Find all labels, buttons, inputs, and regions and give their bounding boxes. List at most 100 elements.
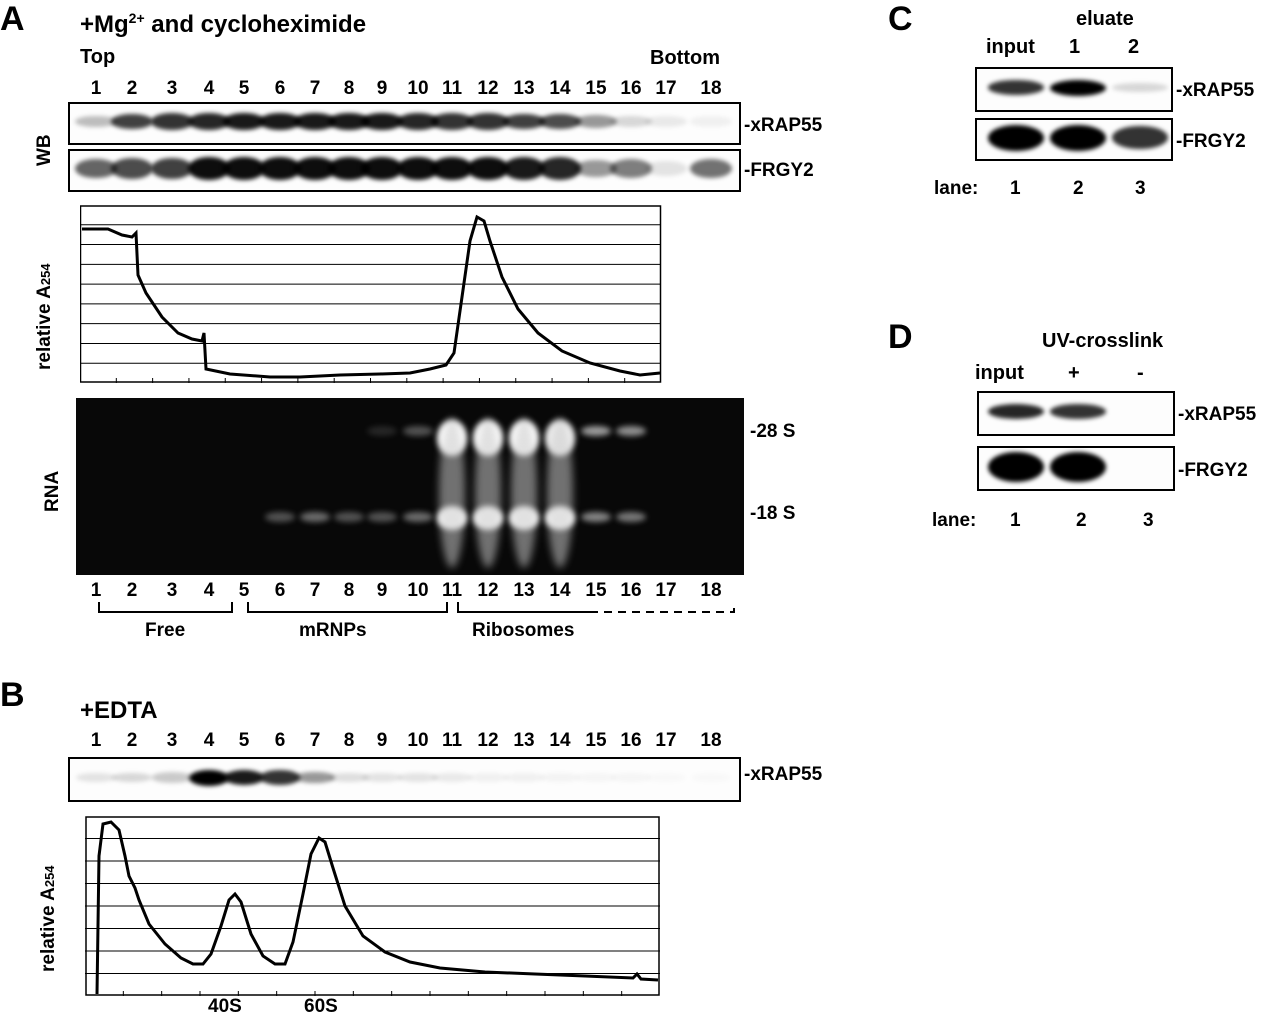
lane-d-3: 3 xyxy=(1143,510,1154,531)
profile-ticks-a xyxy=(115,378,626,383)
band-xrap55-c xyxy=(1112,82,1168,93)
rna-band-18s xyxy=(616,512,646,522)
band-xrap55 xyxy=(539,113,581,130)
band-xrap55-edta xyxy=(260,770,300,785)
band-xrap55-edta xyxy=(112,772,152,783)
band-frgy2 xyxy=(188,156,230,181)
lane-number: 3 xyxy=(166,78,178,99)
lane-d-1: 1 xyxy=(1010,510,1021,531)
rna-band-28s xyxy=(367,426,397,436)
lane-numbers-top-a: 1 2 3 4 5 6 7 8 9 10 11 12 13 14 15 16 17 18 xyxy=(0,78,760,102)
edta-blot-xrap55 xyxy=(68,757,741,802)
lane-number: 7 xyxy=(309,580,321,601)
lane-number: 13 xyxy=(513,730,535,751)
band-frgy2 xyxy=(111,158,153,179)
rna-smear xyxy=(439,418,465,568)
profile-trace-b xyxy=(95,820,659,995)
panel-a-letter: A xyxy=(0,0,25,38)
a254-subscript: 254 xyxy=(38,263,53,286)
lane-number: 8 xyxy=(343,730,355,751)
lane-number: 3 xyxy=(166,730,178,751)
d-blot-xrap55 xyxy=(977,391,1175,436)
panel-b-letter: B xyxy=(0,676,25,714)
lane-number: 12 xyxy=(477,730,499,751)
panel-c-letter: C xyxy=(888,0,913,38)
band-frgy2 xyxy=(223,156,265,181)
band-xrap55 xyxy=(397,113,439,130)
group-ribosomes: Ribosomes xyxy=(472,620,575,641)
a254-label-b: relative A254 xyxy=(38,865,60,972)
band-frgy2-c xyxy=(1112,125,1168,150)
lane-number: 11 xyxy=(441,730,463,751)
condition-rest-text: and cycloheximide xyxy=(144,11,367,38)
condition-superscript: 2+ xyxy=(128,10,145,26)
bracket-ribosomes-dashed xyxy=(590,602,735,613)
wb-blot-frgy2 xyxy=(68,149,741,192)
rna-band-28s xyxy=(403,426,433,436)
band-frgy2 xyxy=(610,159,652,178)
a254-text-b: relative A xyxy=(38,887,59,972)
profile-grid-b xyxy=(85,838,660,974)
band-xrap55 xyxy=(503,113,545,130)
band-xrap55-edta xyxy=(576,773,616,782)
a254-label-a: relative A254 xyxy=(34,263,56,370)
band-frgy2-c xyxy=(988,124,1044,151)
band-xrap55-edta xyxy=(295,771,335,784)
lane-number: 15 xyxy=(585,580,607,601)
band-frgy2 xyxy=(575,159,617,178)
lane-d-2: 2 xyxy=(1076,510,1087,531)
rna-label: RNA xyxy=(42,470,63,512)
rna-band-18s xyxy=(300,512,330,522)
lane-number: 15 xyxy=(585,730,607,751)
band-frgy2 xyxy=(259,156,301,181)
band-xrap55 xyxy=(188,113,230,130)
rna-smear xyxy=(475,418,501,568)
rna-band-28s xyxy=(581,426,611,436)
band-frgy2 xyxy=(361,156,403,181)
marker-18s: -18 S xyxy=(750,503,796,524)
lane-number: 14 xyxy=(549,730,571,751)
lane-number: 10 xyxy=(407,78,429,99)
band-frgy2 xyxy=(328,156,370,181)
c-blot-frgy2 xyxy=(975,118,1173,161)
band-frgy2 xyxy=(75,158,117,179)
rna-band-18s xyxy=(367,512,397,522)
lane-number: 4 xyxy=(203,730,215,751)
band-xrap55-d xyxy=(1050,404,1106,419)
band-xrap55 xyxy=(223,112,265,131)
lane-number: 7 xyxy=(309,730,321,751)
band-xrap55 xyxy=(690,116,732,127)
lane-number: 1 xyxy=(90,580,102,601)
lane-number: 4 xyxy=(203,78,215,99)
band-xrap55-edta xyxy=(504,772,544,783)
lane-number: 11 xyxy=(441,78,463,99)
band-xrap55 xyxy=(75,115,117,128)
lane-number: 9 xyxy=(376,580,388,601)
band-xrap55 xyxy=(467,113,509,130)
lane-prefix-d: lane: xyxy=(932,510,977,531)
panel-a-condition: +Mg2+ and cycloheximide xyxy=(80,10,366,39)
lane-number: 12 xyxy=(477,580,499,601)
group-mrnps: mRNPs xyxy=(299,620,367,641)
c-blot-xrap55 xyxy=(975,67,1173,112)
bracket-free xyxy=(98,602,233,613)
lane-number: 16 xyxy=(620,730,642,751)
band-xrap55 xyxy=(151,113,193,130)
lane-number: 5 xyxy=(238,78,250,99)
profile-frame-b xyxy=(85,816,660,996)
lane-number: 14 xyxy=(549,78,571,99)
lane-number: 11 xyxy=(441,580,463,601)
lane-number: 8 xyxy=(343,580,355,601)
lane-number: 15 xyxy=(585,78,607,99)
lane-number: 16 xyxy=(620,580,642,601)
panel-b-condition: +EDTA xyxy=(80,697,158,724)
band-xrap55 xyxy=(259,112,301,131)
lane-number: 1 xyxy=(90,730,102,751)
lane-number: 14 xyxy=(549,580,571,601)
blot-label-frgy2-d: -FRGY2 xyxy=(1178,460,1248,481)
band-frgy2-d xyxy=(988,451,1044,482)
lane-number: 16 xyxy=(620,78,642,99)
band-frgy2 xyxy=(151,157,193,180)
lane-number: 12 xyxy=(477,78,499,99)
profile-ticks-b xyxy=(122,991,623,996)
